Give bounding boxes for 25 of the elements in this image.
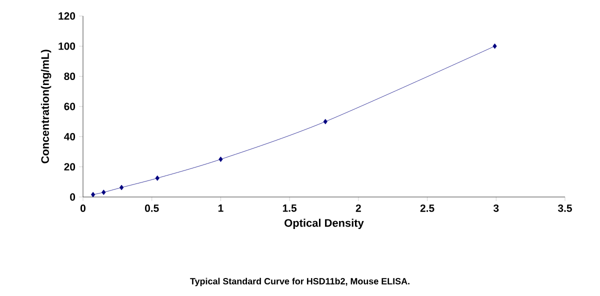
point	[218, 156, 223, 162]
y-tick-label: 120	[58, 12, 76, 20]
x-tick-label: 3	[493, 204, 499, 212]
y-tick-label: 0	[70, 193, 76, 201]
y-tick-label: 60	[64, 102, 76, 110]
point	[102, 190, 106, 196]
y-tick-label: 80	[64, 72, 76, 80]
point	[492, 43, 497, 49]
point	[155, 175, 160, 181]
x-tick-label: 2.5	[420, 204, 434, 212]
x-axis-title: Optical Density	[284, 218, 364, 229]
x-tick-label: 1.5	[282, 204, 297, 212]
text: Typical Standard Curve for HSD11b2, Mouse ELISA.	[190, 278, 410, 286]
y-tick-label: 20	[64, 163, 76, 171]
point	[119, 184, 124, 190]
x-tick-label: 0.5	[144, 204, 159, 212]
x-tick-label: 3.5	[558, 204, 572, 212]
x-tick-label: 0	[80, 204, 86, 212]
y-tick-label: 40	[64, 132, 76, 140]
y-tick-label: 100	[58, 42, 76, 50]
point	[90, 192, 96, 198]
point	[323, 118, 328, 124]
y-axis-title: Concentration(ng/mL)	[40, 50, 52, 164]
x-tick-label: 1	[218, 204, 224, 212]
x-tick-label: 2	[356, 204, 361, 212]
